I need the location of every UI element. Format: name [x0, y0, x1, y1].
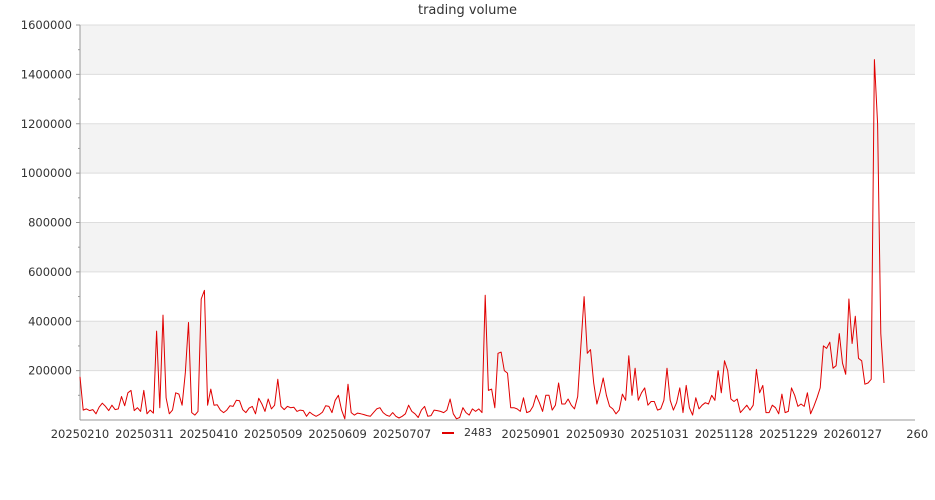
grid-band	[80, 25, 915, 75]
y-tick-label: 800000	[28, 216, 72, 230]
legend-label: 2483	[464, 426, 492, 439]
x-tick-label: 20250210	[51, 427, 110, 441]
x-tick-label: 20250410	[180, 427, 239, 441]
x-tick-label: 20250707	[373, 427, 432, 441]
x-tick-label: 20250509	[244, 427, 303, 441]
y-tick-label: 400000	[28, 314, 72, 328]
x-tick-label: 20251128	[695, 427, 754, 441]
x-tick-label: 20250901	[502, 427, 561, 441]
x-tick-label: 20251229	[759, 427, 818, 441]
x-tick-label: 260	[906, 427, 928, 441]
series-line-2483	[79, 59, 885, 420]
x-tick-label: 20251031	[630, 427, 689, 441]
legend-swatch	[442, 431, 454, 434]
grid-band	[80, 222, 915, 272]
y-tick-label: 1600000	[21, 18, 72, 32]
x-tick-label: 20250311	[115, 427, 174, 441]
y-tick-label: 1000000	[21, 166, 72, 180]
grid-band	[80, 123, 915, 174]
y-tick-label: 200000	[28, 364, 72, 378]
y-tick-label: 1400000	[21, 67, 72, 81]
x-tick-label: 20250930	[566, 427, 625, 441]
y-tick-label: 600000	[28, 265, 72, 279]
legend: 2483	[442, 426, 492, 439]
x-tick-label: 20250609	[308, 427, 367, 441]
chart-title: trading volume	[417, 3, 518, 18]
y-tick-label: 1200000	[21, 117, 72, 131]
x-tick-label: 20260127	[824, 427, 883, 441]
